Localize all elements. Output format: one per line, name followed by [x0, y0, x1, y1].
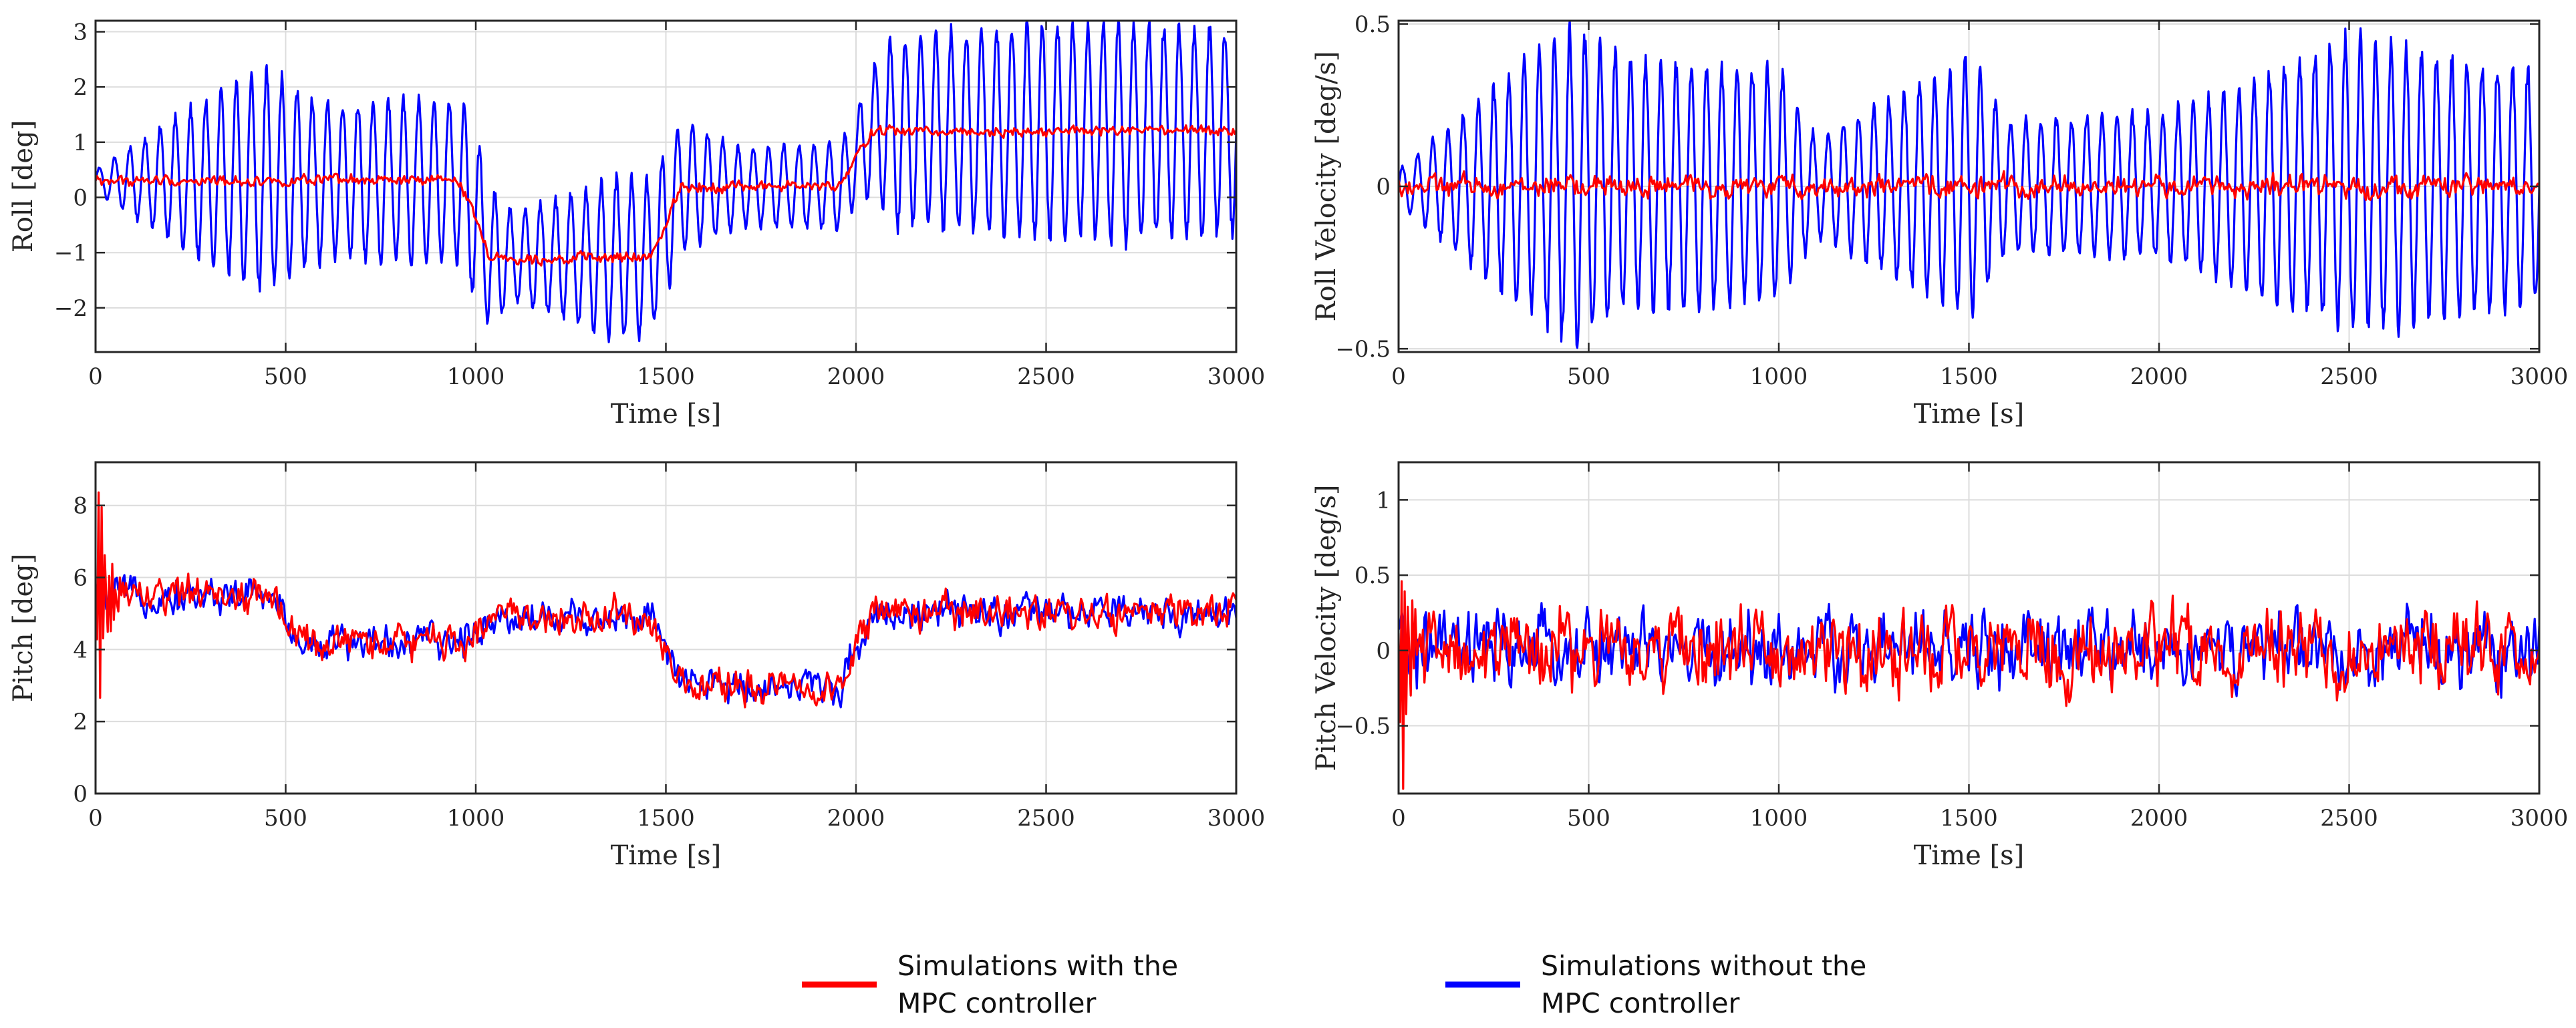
roll-velocity-xtick-label: 2500	[2320, 363, 2378, 390]
roll-velocity-xlabel: Time [s]	[1914, 399, 2025, 430]
pitch-velocity-xtick-label: 1000	[1750, 805, 1808, 832]
pitch-xtick-label: 3000	[1207, 805, 1266, 832]
roll-ytick-label: −2	[54, 295, 88, 322]
roll-velocity-xtick-label: 0	[1391, 363, 1406, 390]
roll-velocity-ytick-label: 0	[1376, 174, 1391, 200]
pitch-xtick-label: 1000	[447, 805, 505, 832]
pitch-ytick-label: 4	[73, 637, 88, 663]
legend-label-no-mpc-line2: MPC controller	[1541, 987, 1739, 1019]
pitch-series-mpc	[96, 491, 1236, 709]
roll-ytick-label: 3	[73, 19, 88, 46]
roll-velocity-xtick-label: 1000	[1750, 363, 1808, 390]
roll-ytick-label: 0	[73, 185, 88, 212]
roll-velocity-ylabel: Roll Velocity [deg/s]	[1311, 51, 1342, 322]
roll-ytick-label: −1	[54, 240, 88, 267]
pitch-ytick-label: 6	[73, 565, 88, 592]
pitch-velocity-xtick-label: 2500	[2320, 805, 2378, 832]
roll-series-mpc	[96, 124, 1236, 267]
pitch-velocity-ytick-label: 0.5	[1354, 562, 1391, 589]
pitch-velocity-ytick-label: 1	[1376, 487, 1391, 514]
pitch-velocity-ytick-label: −0.5	[1335, 713, 1391, 740]
roll-xtick-label: 2500	[1017, 363, 1075, 390]
pitch-ytick-label: 0	[73, 781, 88, 808]
roll-velocity-series-no-mpc	[1399, 21, 2539, 349]
pitch-velocity-panel: 0 500 1000 1500 2000 2500 3000 −0.5 0 0.5 1 Time [s…	[1311, 461, 2569, 871]
pitch-velocity-xlabel: Time [s]	[1914, 840, 2025, 871]
pitch-xtick-label: 500	[264, 805, 307, 832]
pitch-velocity-xtick-label: 0	[1391, 805, 1406, 832]
roll-velocity-ytick-label: −0.5	[1335, 336, 1391, 363]
roll-xtick-label: 3000	[1207, 363, 1266, 390]
pitch-velocity-xtick-label: 3000	[2511, 805, 2569, 832]
roll-xtick-label: 1500	[637, 363, 695, 390]
roll-series-no-mpc	[96, 21, 1236, 343]
roll-velocity-xtick-label: 2000	[2130, 363, 2188, 390]
roll-ytick-label: 2	[73, 74, 88, 101]
pitch-velocity-xtick-label: 500	[1567, 805, 1610, 832]
legend-label-no-mpc-line1: Simulations without the	[1541, 950, 1866, 982]
legend: Simulations with the MPC controller Simu…	[802, 950, 1866, 1019]
roll-velocity-xtick-label: 500	[1567, 363, 1610, 390]
pitch-xtick-label: 2000	[827, 805, 885, 832]
pitch-velocity-ytick-label: 0	[1376, 638, 1391, 665]
pitch-ytick-label: 8	[73, 493, 88, 520]
pitch-ytick-label: 2	[73, 709, 88, 735]
pitch-xtick-label: 1500	[637, 805, 695, 832]
roll-xtick-label: 1000	[447, 363, 505, 390]
roll-velocity-xtick-label: 3000	[2511, 363, 2569, 390]
roll-velocity-xtick-label: 1500	[1940, 363, 1998, 390]
roll-xtick-label: 0	[88, 363, 103, 390]
pitch-velocity-series-mpc	[1399, 580, 2539, 790]
roll-panel: 0 500 1000 1500 2000 2500 3000 −2 −1 0 1 2 3 Time [s]…	[8, 19, 1265, 430]
roll-xtick-label: 500	[264, 363, 307, 390]
roll-ylabel: Roll [deg]	[8, 120, 39, 253]
roll-velocity-series-mpc	[1399, 170, 2539, 201]
pitch-velocity-ylabel: Pitch Velocity [deg/s]	[1311, 484, 1342, 771]
legend-label-mpc-line1: Simulations with the	[897, 950, 1178, 982]
pitch-panel: 0 500 1000 1500 2000 2500 3000 0 2 4 6 8 Time [s] Pit…	[8, 461, 1266, 871]
roll-velocity-ytick-label: 0.5	[1354, 11, 1391, 38]
legend-label-mpc-line2: MPC controller	[897, 987, 1096, 1019]
roll-xlabel: Time [s]	[611, 399, 722, 430]
pitch-velocity-xtick-label: 2000	[2130, 805, 2188, 832]
pitch-xlabel: Time [s]	[611, 840, 722, 871]
roll-ytick-label: 1	[73, 130, 88, 156]
pitch-ylabel: Pitch [deg]	[8, 554, 39, 703]
roll-xtick-label: 2000	[827, 363, 885, 390]
pitch-velocity-xtick-label: 1500	[1940, 805, 1998, 832]
pitch-xtick-label: 0	[88, 805, 103, 832]
pitch-xtick-label: 2500	[1017, 805, 1075, 832]
